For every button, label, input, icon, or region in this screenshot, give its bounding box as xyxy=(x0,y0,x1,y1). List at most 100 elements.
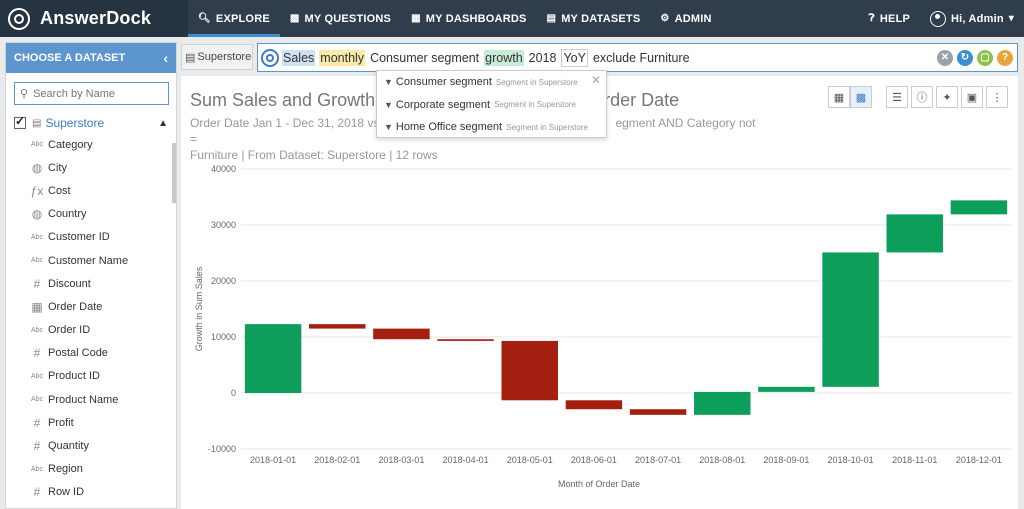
field-search: ⚲ xyxy=(14,82,169,105)
waterfall-bar[interactable] xyxy=(886,214,943,253)
nav-label: EXPLORE xyxy=(215,12,270,25)
field-item[interactable]: ◍ City xyxy=(6,156,176,179)
field-label: Row ID xyxy=(48,486,85,499)
logo[interactable]: AnswerDock xyxy=(0,0,188,37)
more-button[interactable]: ⋮ xyxy=(986,86,1008,108)
text-type-icon: Abc xyxy=(30,141,44,149)
chart-settings-button[interactable]: ☰ xyxy=(886,86,908,108)
field-item[interactable]: # Row ID xyxy=(6,481,176,504)
waterfall-bar[interactable] xyxy=(758,386,815,392)
search-token[interactable]: Sales xyxy=(282,49,316,66)
suggestion-item[interactable]: ▼ Corporate segment Segment in Superstore xyxy=(377,94,606,117)
dataset-chip[interactable]: ▤ Superstore xyxy=(181,44,253,70)
nav-my-dashboards[interactable]: ▦ MY DASHBOARDS xyxy=(401,0,536,37)
field-item[interactable]: ƒx Cost xyxy=(6,179,176,202)
help-link[interactable]: ❓︎ HELP xyxy=(859,0,920,37)
search-token[interactable]: exclude Furniture xyxy=(592,50,690,65)
field-item[interactable]: # Profit xyxy=(6,411,176,434)
chart-view-button[interactable]: ▩ xyxy=(850,86,872,108)
waterfall-bar[interactable] xyxy=(950,200,1008,215)
waterfall-bar[interactable] xyxy=(373,328,430,340)
nav-my-datasets[interactable]: ▤ MY DATASETS xyxy=(537,0,651,37)
user-icon xyxy=(930,10,947,27)
field-item[interactable]: ▦ Order Date xyxy=(6,295,176,318)
field-label: Product ID xyxy=(48,370,100,383)
field-label: Country xyxy=(48,208,87,221)
formula-icon: ƒx xyxy=(30,183,44,198)
field-label: Customer ID xyxy=(48,231,110,244)
field-item[interactable]: Abc Customer ID xyxy=(6,226,176,249)
sidebar-header: CHOOSE A DATASET ‹ xyxy=(6,43,176,73)
dataset-chip-label: Superstore xyxy=(197,51,252,63)
result-subtitle: Order Date Jan 1 - Dec 31, 2018 vs egment… xyxy=(190,115,765,163)
nav-explore[interactable]: 🔍︎ EXPLORE xyxy=(188,0,280,37)
field-label: Order ID xyxy=(48,324,91,337)
field-search-input[interactable] xyxy=(33,87,154,100)
subtitle-left: Order Date Jan 1 - Dec 31, 2018 vs xyxy=(190,116,380,130)
field-item[interactable]: # Postal Code xyxy=(6,342,176,365)
refresh-icon[interactable]: ↻ xyxy=(957,49,973,66)
waterfall-bar[interactable] xyxy=(629,409,687,415)
pin-button[interactable]: ✦ xyxy=(936,86,958,108)
chevron-down-icon: ▾ xyxy=(1008,13,1014,24)
suggestion-item[interactable]: ▼ Consumer segment Segment in Superstore xyxy=(377,71,606,94)
close-icon[interactable]: ✕ xyxy=(590,73,601,87)
field-item[interactable]: # Discount xyxy=(6,272,176,295)
field-item[interactable]: Abc Product Name xyxy=(6,388,176,411)
folder-icon[interactable]: ▢ xyxy=(977,49,993,66)
field-item[interactable]: Abc Region xyxy=(6,458,176,481)
waterfall-bar[interactable] xyxy=(565,400,623,410)
field-label: City xyxy=(48,161,67,174)
search-icon: 🔍︎ xyxy=(198,13,211,24)
waterfall-bar[interactable] xyxy=(244,324,302,393)
y-tick-label: 40000 xyxy=(211,164,236,174)
search-icon: ⚲ xyxy=(20,88,29,100)
x-tick-label: 2018-04-01 xyxy=(443,455,489,465)
nav-my-questions[interactable]: ▩ MY QUESTIONS xyxy=(280,0,401,37)
collapse-sidebar-icon[interactable]: ‹ xyxy=(163,50,168,66)
database-icon: ▤ xyxy=(546,13,557,24)
help-icon[interactable]: ? xyxy=(997,49,1013,66)
waterfall-bar[interactable] xyxy=(822,252,879,387)
field-item[interactable]: Abc Category xyxy=(6,133,176,156)
search-token[interactable]: growth xyxy=(484,49,524,66)
search-token[interactable]: monthly xyxy=(319,49,366,66)
dataset-checkbox[interactable] xyxy=(14,114,26,129)
user-menu[interactable]: Hi, Admin ▾ xyxy=(920,0,1024,37)
waterfall-bar[interactable] xyxy=(437,339,494,341)
field-item[interactable]: Abc Customer Name xyxy=(6,249,176,272)
search-bar[interactable]: Sales monthly Consumer segment growth 20… xyxy=(257,43,1018,72)
waterfall-bar[interactable] xyxy=(694,391,751,415)
field-item[interactable]: Abc Order ID xyxy=(6,319,176,342)
waterfall-bar[interactable] xyxy=(501,340,558,401)
database-icon: ▤ xyxy=(185,51,196,64)
field-label: Product Name xyxy=(48,393,119,406)
suggestion-item[interactable]: ▼ Home Office segment Segment in Superstor… xyxy=(377,116,606,139)
filter-icon: ▼ xyxy=(384,99,393,110)
field-item[interactable]: Abc Product ID xyxy=(6,365,176,388)
globe-icon: ◍ xyxy=(31,207,43,222)
x-tick-label: 2018-09-01 xyxy=(763,455,809,465)
nav-label: MY QUESTIONS xyxy=(304,12,392,25)
y-axis-label: Growth in Sum Sales xyxy=(194,266,204,351)
nav-label: ADMIN xyxy=(674,12,712,25)
table-view-button[interactable]: ▦ xyxy=(828,86,850,108)
search-token[interactable]: Consumer segment xyxy=(370,50,480,65)
info-button[interactable]: ⓘ xyxy=(911,86,933,108)
filter-icon: ▼ xyxy=(384,77,393,88)
title-left: Sum Sales and Growth xyxy=(190,90,376,110)
chevron-up-icon[interactable]: ▲ xyxy=(158,117,168,129)
search-token[interactable]: 2018 xyxy=(528,50,557,65)
search-token[interactable]: YoY xyxy=(561,48,588,67)
dataset-row[interactable]: ▤ Superstore ▲ xyxy=(6,113,176,133)
suggestion-hint: Segment in Superstore xyxy=(494,100,576,110)
save-button[interactable]: ▣ xyxy=(961,86,983,108)
clear-icon[interactable]: ✕ xyxy=(937,49,953,66)
field-item[interactable]: # Quantity xyxy=(6,434,176,457)
top-nav: AnswerDock 🔍︎ EXPLORE ▩ MY QUESTIONS ▦ MY D… xyxy=(0,0,1024,37)
waterfall-bar[interactable] xyxy=(309,324,366,329)
field-item[interactable]: ◍ Country xyxy=(6,203,176,226)
field-label: Customer Name xyxy=(48,254,129,267)
nav-admin[interactable]: ⚙ ADMIN xyxy=(650,0,721,37)
sidebar-scrollbar[interactable] xyxy=(172,143,176,203)
